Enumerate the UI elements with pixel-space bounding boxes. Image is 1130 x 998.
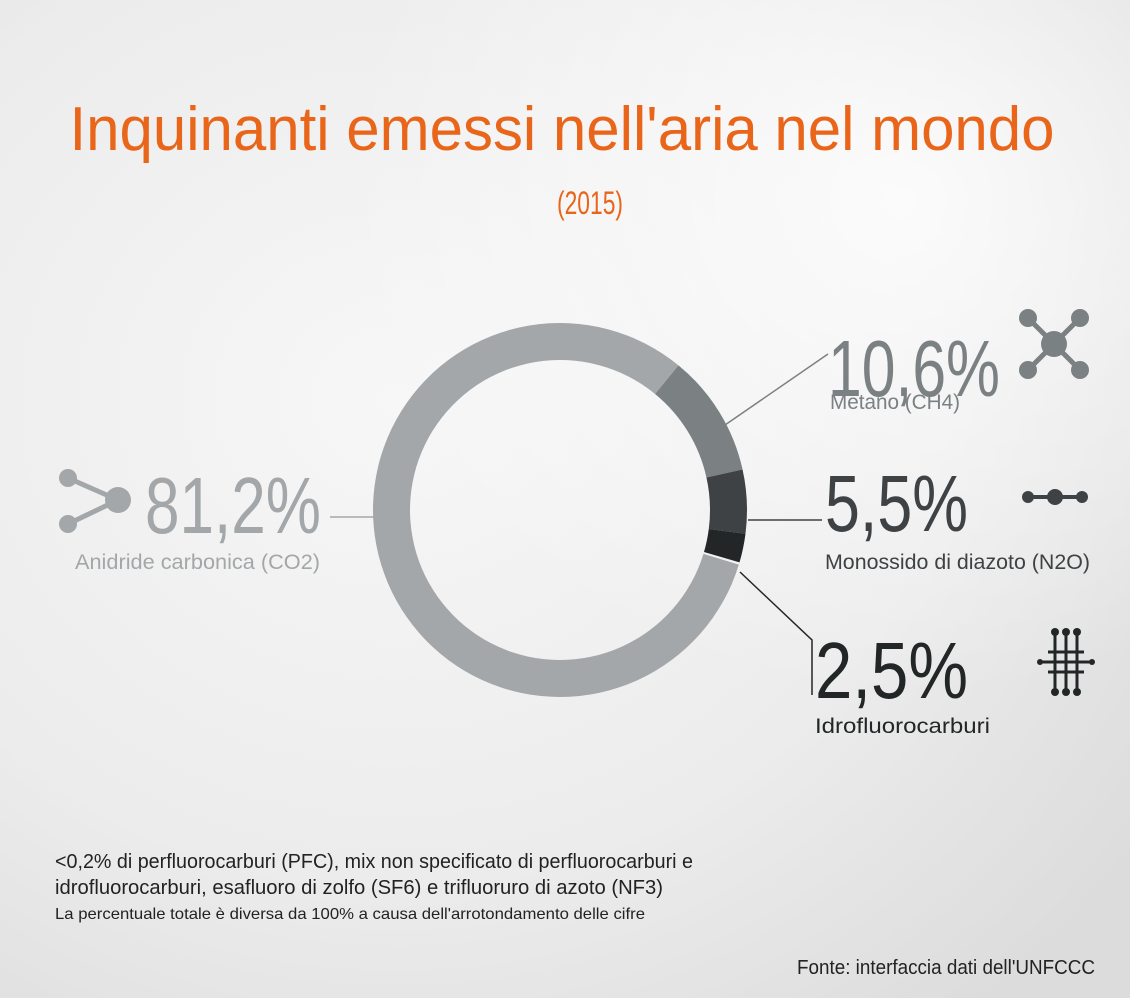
category-label: Monossido di diazoto (N2O)	[825, 551, 1090, 574]
value-label: 10,6%	[828, 324, 1000, 413]
chart-title: Inquinanti emessi nell'aria nel mondo	[70, 95, 1055, 164]
category-label: Metano (CH4)	[830, 391, 960, 414]
category-label: Anidride carbonica (CO2)	[75, 551, 320, 574]
value-label: 81,2%	[145, 461, 321, 550]
hfc-icon	[1037, 628, 1095, 696]
ch4-icon	[1019, 309, 1089, 379]
co2-icon	[59, 469, 131, 533]
leader-lines	[330, 353, 829, 695]
chart-subtitle: (2015)	[557, 185, 623, 221]
category-label: Idrofluorocarburi	[815, 715, 990, 738]
donut-segment	[706, 469, 747, 534]
value-label: 2,5%	[815, 626, 968, 715]
annotation: <0,2% di perfluorocarburi (PFC), mix non…	[55, 851, 693, 873]
annotation: La percentuale totale è diversa da 100% …	[55, 906, 645, 923]
donut-segment	[703, 529, 746, 563]
n2o-icon	[1022, 489, 1088, 505]
annotation: idrofluorocarburi, esafluoro di zolfo (S…	[55, 877, 663, 899]
value-label: 5,5%	[825, 459, 968, 548]
donut-segment	[655, 365, 743, 478]
source: Fonte: interfaccia dati dell'UNFCCC	[797, 957, 1095, 979]
